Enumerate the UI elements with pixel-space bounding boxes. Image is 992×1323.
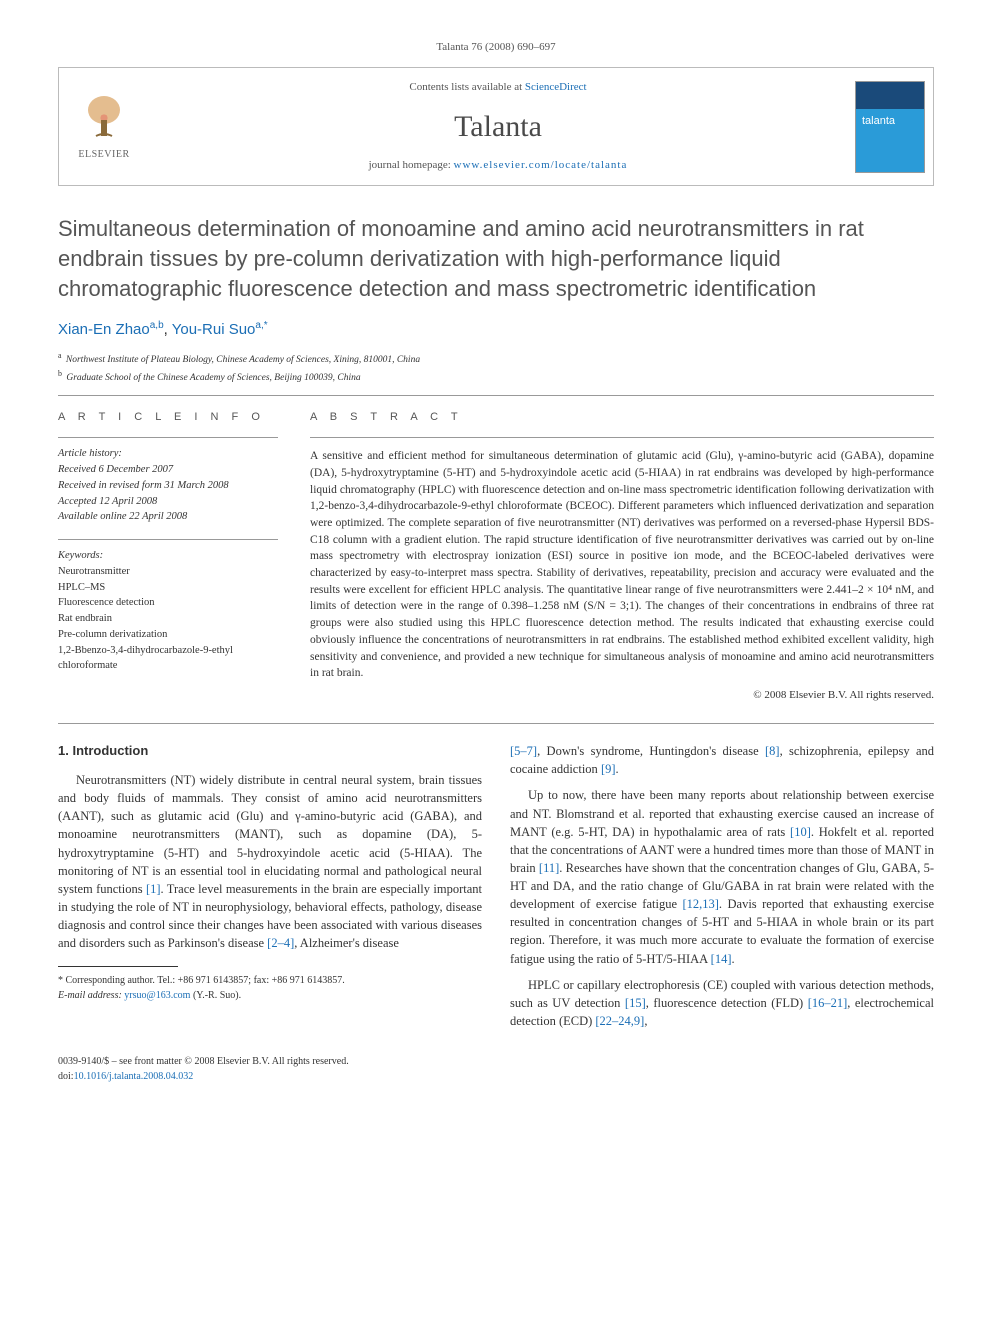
- history-label: Article history:: [58, 446, 278, 462]
- paragraph: Neurotransmitters (NT) widely distribute…: [58, 771, 482, 952]
- abstract-label: A B S T R A C T: [310, 410, 934, 425]
- publisher-logo: ELSEVIER: [59, 68, 149, 185]
- journal-cover: [847, 68, 933, 185]
- ref-link[interactable]: [1]: [146, 882, 161, 896]
- aff-mark: a: [58, 351, 62, 360]
- keyword: Neurotransmitter: [58, 564, 278, 580]
- footer-issn: 0039-9140/$ – see front matter © 2008 El…: [58, 1054, 934, 1069]
- footnote-corr: * Corresponding author. Tel.: +86 971 61…: [58, 973, 482, 988]
- divider: [58, 437, 278, 438]
- keyword: Rat endbrain: [58, 611, 278, 627]
- homepage-line: journal homepage: www.elsevier.com/locat…: [369, 158, 628, 173]
- divider: [58, 723, 934, 724]
- top-citation: Talanta 76 (2008) 690–697: [58, 40, 934, 55]
- body-col-left: 1. Introduction Neurotransmitters (NT) w…: [58, 742, 482, 1038]
- contents-line: Contents lists available at ScienceDirec…: [409, 80, 586, 95]
- divider: [58, 539, 278, 540]
- body-columns: 1. Introduction Neurotransmitters (NT) w…: [58, 742, 934, 1038]
- author-link[interactable]: You-Rui Suo: [172, 321, 256, 338]
- contents-prefix: Contents lists available at: [409, 81, 524, 93]
- ref-link[interactable]: [11]: [539, 861, 559, 875]
- publisher-name: ELSEVIER: [78, 148, 129, 162]
- ref-link[interactable]: [12,13]: [682, 897, 718, 911]
- footnote-divider: [58, 966, 178, 967]
- author-affmark: a,b: [150, 320, 164, 331]
- ref-link[interactable]: [22–24,9]: [595, 1014, 644, 1028]
- sciencedirect-link[interactable]: ScienceDirect: [525, 81, 587, 93]
- keyword: Pre-column derivatization: [58, 627, 278, 643]
- ref-link[interactable]: [15]: [625, 996, 646, 1010]
- history-received: Received 6 December 2007: [58, 462, 278, 478]
- footer: 0039-9140/$ – see front matter © 2008 El…: [58, 1054, 934, 1084]
- keyword: 1,2-Bbenzo-3,4-dihydrocarbazole-9-ethyl …: [58, 643, 278, 675]
- abstract-text: A sensitive and efficient method for sim…: [310, 448, 934, 681]
- journal-homepage-link[interactable]: www.elsevier.com/locate/talanta: [454, 159, 628, 171]
- paragraph: HPLC or capillary electrophoresis (CE) c…: [510, 976, 934, 1030]
- author-email-link[interactable]: yrsuo@163.com: [124, 990, 190, 1001]
- section-heading: 1. Introduction: [58, 742, 482, 761]
- doi-link[interactable]: 10.1016/j.talanta.2008.04.032: [74, 1071, 194, 1082]
- journal-title: Talanta: [454, 106, 542, 148]
- ref-link[interactable]: [9]: [601, 762, 616, 776]
- affiliation: b Graduate School of the Chinese Academy…: [58, 368, 934, 385]
- email-label: E-mail address:: [58, 990, 124, 1001]
- email-suffix: (Y.-R. Suo).: [190, 990, 241, 1001]
- paragraph: Up to now, there have been many reports …: [510, 786, 934, 967]
- paragraph: [5–7], Down's syndrome, Huntingdon's dis…: [510, 742, 934, 778]
- affiliation: a Northwest Institute of Plateau Biology…: [58, 350, 934, 367]
- affiliations: a Northwest Institute of Plateau Biology…: [58, 350, 934, 385]
- ref-link[interactable]: [5–7]: [510, 744, 537, 758]
- elsevier-tree-icon: [78, 92, 130, 144]
- history-revised: Received in revised form 31 March 2008: [58, 478, 278, 494]
- keywords-label: Keywords:: [58, 548, 278, 564]
- keywords: Keywords: Neurotransmitter HPLC–MS Fluor…: [58, 548, 278, 674]
- corresponding-author-footnote: * Corresponding author. Tel.: +86 971 61…: [58, 973, 482, 1003]
- copyright: © 2008 Elsevier B.V. All rights reserved…: [310, 688, 934, 703]
- ref-link[interactable]: [8]: [765, 744, 780, 758]
- cover-image: [855, 81, 925, 173]
- ref-link[interactable]: [16–21]: [808, 996, 848, 1010]
- article-info-label: A R T I C L E I N F O: [58, 410, 278, 425]
- author-affmark: a,*: [255, 320, 267, 331]
- aff-mark: b: [58, 369, 62, 378]
- body-col-right: [5–7], Down's syndrome, Huntingdon's dis…: [510, 742, 934, 1038]
- ref-link[interactable]: [10]: [790, 825, 811, 839]
- author-link[interactable]: Xian-En Zhao: [58, 321, 150, 338]
- ref-link[interactable]: [14]: [711, 952, 732, 966]
- divider: [310, 437, 934, 438]
- author-list: Xian-En Zhaoa,b, You-Rui Suoa,*: [58, 319, 934, 340]
- doi-label: doi:: [58, 1071, 74, 1082]
- history-online: Available online 22 April 2008: [58, 509, 278, 525]
- journal-header: ELSEVIER Contents lists available at Sci…: [58, 67, 934, 186]
- article-title: Simultaneous determination of monoamine …: [58, 214, 934, 303]
- ref-link[interactable]: [2–4]: [267, 936, 294, 950]
- aff-text: Graduate School of the Chinese Academy o…: [66, 373, 360, 383]
- article-history: Article history: Received 6 December 200…: [58, 446, 278, 525]
- history-accepted: Accepted 12 April 2008: [58, 494, 278, 510]
- homepage-prefix: journal homepage:: [369, 159, 454, 171]
- aff-text: Northwest Institute of Plateau Biology, …: [66, 355, 420, 365]
- keyword: Fluorescence detection: [58, 595, 278, 611]
- keyword: HPLC–MS: [58, 580, 278, 596]
- divider: [58, 395, 934, 396]
